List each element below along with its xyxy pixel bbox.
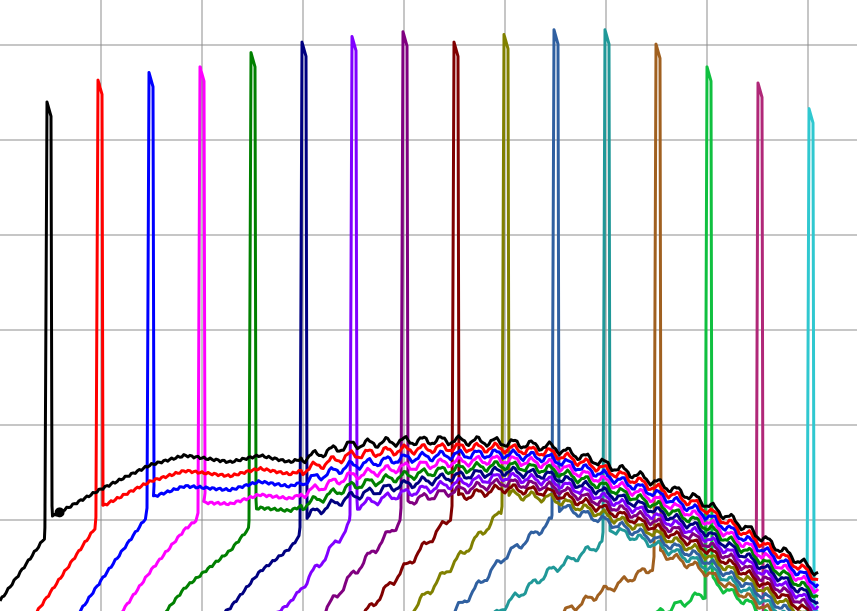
series-line-3 bbox=[78, 71, 820, 611]
series-line-1 bbox=[0, 100, 819, 602]
series-line-14 bbox=[655, 65, 769, 611]
series-line-11 bbox=[453, 28, 792, 611]
series-line-4 bbox=[120, 65, 820, 611]
series-line-6 bbox=[223, 40, 819, 611]
series-line-7 bbox=[275, 35, 820, 611]
series-line-8 bbox=[324, 30, 813, 611]
series-line-2 bbox=[35, 78, 819, 611]
series-line-13 bbox=[562, 42, 774, 611]
series-lines bbox=[0, 28, 820, 611]
series-line-9 bbox=[363, 40, 811, 611]
series-line-12 bbox=[493, 28, 787, 611]
series-line-10 bbox=[408, 33, 807, 611]
series-marker bbox=[54, 507, 65, 518]
series-line-5 bbox=[164, 51, 819, 611]
